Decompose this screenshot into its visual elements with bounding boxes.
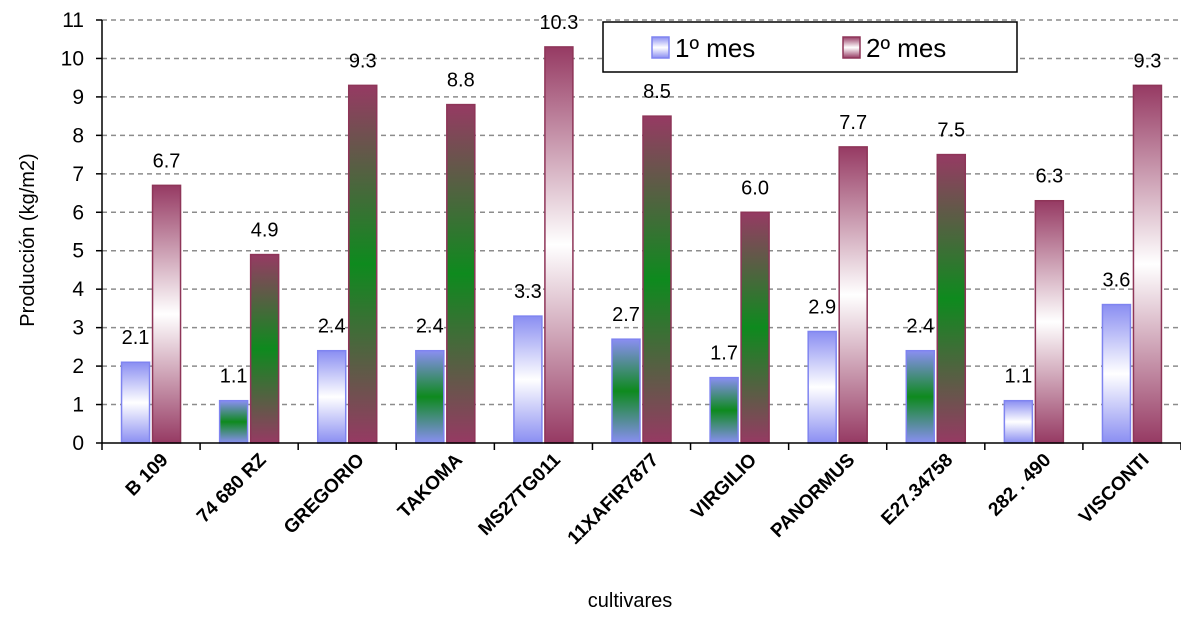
legend: 1º mes 2º mes [602, 21, 1018, 73]
bar-series-2 [249, 253, 280, 444]
y-tick-label: 6 [72, 201, 84, 224]
data-label-series-1: 1.1 [220, 366, 248, 388]
x-tick-label: E27.34758 [877, 450, 957, 530]
bar-series-1 [1003, 399, 1034, 444]
data-label-series-2: 10.3 [539, 12, 578, 34]
y-tick-label: 10 [61, 47, 84, 70]
y-tick-label: 7 [72, 163, 84, 186]
y-tick-label: 11 [62, 9, 84, 32]
bars [120, 46, 1163, 444]
data-label-series-1: 1.1 [1004, 366, 1032, 388]
bar-series-2 [1034, 199, 1065, 444]
data-label-series-2: 8.5 [643, 81, 671, 103]
legend-label-series-1: 1º mes [675, 33, 755, 63]
data-label-series-1: 2.4 [906, 316, 934, 338]
data-label-series-2: 9.3 [1134, 50, 1162, 72]
x-tick-label: 282 . 490 [985, 450, 1056, 521]
x-tick-labels: B 109 74 680 RZ GREGORIO TAKOMA MS27TG01111X… [122, 449, 1154, 549]
x-tick-label: VIRGILIO [687, 450, 761, 524]
data-label-series-1: 2.7 [612, 304, 640, 326]
x-tick-label: 11XAFIR7877 [564, 450, 663, 549]
y-tick-label: 5 [72, 240, 84, 263]
data-label-series-2: 4.9 [251, 220, 279, 242]
bar-series-1 [611, 338, 641, 444]
x-tick-label: B 109 [122, 450, 173, 501]
data-label-series-1: 2.4 [416, 316, 444, 338]
y-tick-label: 9 [72, 86, 84, 109]
bar-series-1 [807, 330, 837, 444]
bar-series-1 [709, 376, 739, 444]
bar-series-2 [1132, 84, 1163, 444]
bar-series-2 [544, 46, 574, 444]
bar-series-1 [218, 399, 249, 444]
bar-series-1 [513, 315, 543, 444]
data-label-series-1: 1.7 [710, 343, 738, 365]
data-label-series-2: 6.7 [153, 150, 181, 172]
data-label-series-1: 3.6 [1103, 270, 1131, 292]
data-label-series-2: 9.3 [349, 50, 377, 72]
y-tick-labels: 0 1 2 3 4 5 6 7 8 9 10 11 [61, 9, 85, 455]
data-label-series-1: 2.9 [808, 296, 836, 318]
data-labels: 2.1 6.7 1.1 4.9 2.4 9.3 2.4 8.8 3.3 10.3 2.7 8.5 1.7… [122, 12, 1162, 388]
y-tick-label: 4 [72, 278, 84, 301]
data-label-series-2: 6.0 [741, 177, 769, 199]
bar-series-2 [347, 84, 378, 444]
data-label-series-2: 6.3 [1035, 166, 1063, 188]
legend-swatch-series-1 [651, 36, 670, 59]
x-tick-label: GREGORIO [280, 450, 369, 539]
data-label-series-2: 8.8 [447, 70, 475, 92]
x-tick-label: PANORMUS [767, 450, 859, 542]
y-tick-label: 8 [72, 124, 84, 147]
bar-series-2 [936, 153, 967, 444]
y-tick-label: 0 [72, 432, 84, 455]
data-label-series-1: 2.1 [122, 327, 150, 349]
y-axis-title: Producción (kg/m2) [17, 153, 39, 326]
y-tick-label: 2 [72, 355, 84, 378]
bar-series-1 [1101, 303, 1132, 444]
bar-series-2 [838, 146, 868, 444]
bar-series-1 [905, 349, 936, 444]
bar-series-2 [151, 184, 182, 444]
legend-box [602, 21, 1018, 73]
bar-series-1 [415, 349, 445, 444]
bar-series-2 [446, 103, 476, 444]
data-label-series-1: 3.3 [514, 281, 542, 303]
x-tick-label: 74 680 RZ [193, 449, 271, 527]
y-tick-label: 1 [72, 394, 84, 417]
x-tick-label: MS27TG011 [475, 449, 566, 540]
bar-series-1 [120, 361, 151, 444]
y-tick-label: 3 [72, 317, 84, 340]
x-tick-label: VISCONTI [1075, 450, 1153, 528]
data-label-series-2: 7.7 [839, 112, 867, 134]
bar-series-1 [316, 349, 347, 444]
x-axis-title: cultivares [588, 590, 672, 612]
data-label-series-2: 7.5 [937, 120, 965, 142]
x-tick-label: TAKOMA [394, 449, 467, 522]
legend-label-series-2: 2º mes [866, 33, 946, 63]
bar-series-2 [642, 115, 672, 444]
bar-series-2 [740, 211, 770, 444]
legend-swatch-series-2 [842, 36, 861, 59]
axes [96, 19, 1181, 450]
data-label-series-1: 2.4 [318, 316, 346, 338]
